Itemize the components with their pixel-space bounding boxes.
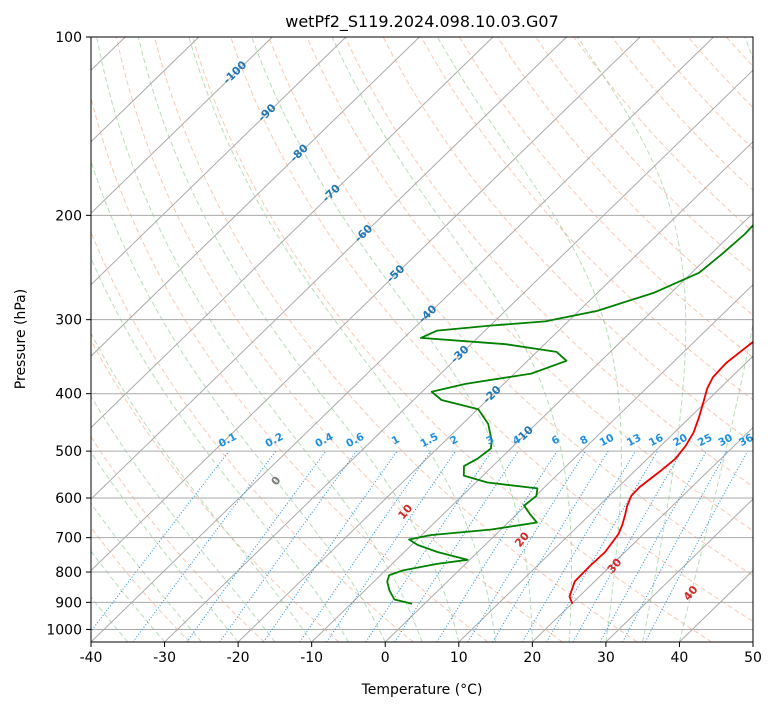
plot-background <box>91 37 753 642</box>
x-tick-label: 20 <box>523 650 541 666</box>
dry-adiabat-line <box>764 37 775 642</box>
y-tick-label: 300 <box>55 313 82 329</box>
x-tick-label: -20 <box>227 650 250 666</box>
x-tick-label: -40 <box>80 650 103 666</box>
x-tick-label: -30 <box>153 650 176 666</box>
y-tick-label: 600 <box>55 491 82 507</box>
y-tick-label: 100 <box>55 30 82 46</box>
y-axis-label: Pressure (hPa) <box>13 289 29 389</box>
y-tick-label: 900 <box>55 595 82 611</box>
x-tick-label: 50 <box>744 650 762 666</box>
y-tick-label: 200 <box>55 208 82 224</box>
y-tick-label: 800 <box>55 565 82 581</box>
x-tick-label: 30 <box>597 650 615 666</box>
x-tick-label: -10 <box>300 650 323 666</box>
x-tick-label: 0 <box>381 650 390 666</box>
x-tick-label: 10 <box>450 650 468 666</box>
isotherm-line <box>753 37 775 642</box>
y-tick-label: 1000 <box>46 622 82 638</box>
x-axis-label: Temperature (°C) <box>361 682 483 698</box>
y-tick-label: 500 <box>55 444 82 460</box>
x-tick-label: 40 <box>671 650 689 666</box>
y-tick-label: 400 <box>55 387 82 403</box>
y-tick-label: 700 <box>55 531 82 547</box>
chart-title: wetPf2_S119.2024.098.10.03.G07 <box>285 12 559 32</box>
